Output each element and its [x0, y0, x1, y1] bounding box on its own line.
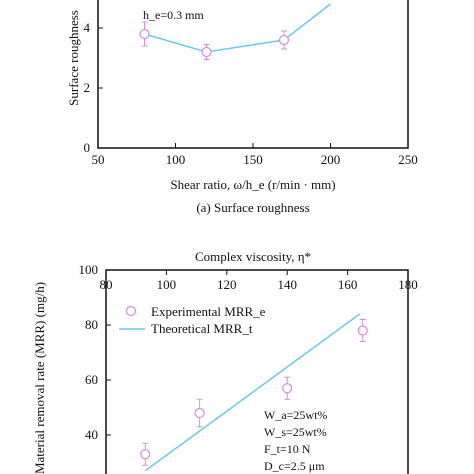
- chart-top-caption: (a) Surface roughness: [196, 200, 309, 215]
- data-point: [278, 34, 290, 46]
- y-tick-label: 2: [84, 80, 91, 95]
- chart-top-plot-area: [139, 3, 331, 60]
- chart-bottom-annotations: W_a=25wt% W_s=25wt% F_t=10 N D_c=2.5 μm: [264, 408, 327, 473]
- y-tick-label: 0: [84, 140, 91, 155]
- chart-bottom-y-ticks: 20406080100: [79, 262, 111, 442]
- legend-label-experimental: Experimental MRR_e: [151, 304, 266, 319]
- chart-bottom-y-axis-label: Material removal rate (MRR) (mg/h): [32, 282, 47, 474]
- data-point: [357, 325, 368, 336]
- x-tick-label: 140: [277, 277, 297, 292]
- chart-bottom-x-ticks: 80 100 120 140 160 180: [100, 270, 418, 292]
- x-tick-label: 100: [157, 277, 177, 292]
- chart-top-x-ticks: 50 100 150 200 250: [92, 143, 418, 167]
- chart-bottom-plot-area: [140, 313, 368, 472]
- theoretical-line: [144, 313, 361, 472]
- x-tick-label: 150: [243, 152, 263, 167]
- annotation-wa: W_a=25wt%: [264, 408, 327, 422]
- annotation-ws: W_s=25wt%: [264, 425, 327, 439]
- chart-top-y-ticks: 0 2 4: [84, 20, 103, 155]
- chart-bottom-frame: [105, 269, 409, 474]
- data-point: [282, 383, 293, 394]
- chart-bottom-legend: Experimental MRR_e Theoretical MRR_t: [119, 304, 266, 336]
- chart-bottom: Complex viscosity, η* 20406080100 801001…: [32, 249, 418, 474]
- y-tick-label: 60: [85, 372, 98, 387]
- chart-top-annotation-he: h_e=0.3 mm: [143, 8, 204, 22]
- chart-bottom-title: Complex viscosity, η*: [195, 249, 311, 264]
- x-tick-label: 50: [92, 152, 105, 167]
- x-tick-label: 160: [338, 277, 358, 292]
- annotation-dc: D_c=2.5 μm: [264, 459, 325, 473]
- chart-top-x-axis-label: Shear ratio, ω/h_e (r/min · mm): [170, 177, 335, 192]
- legend-marker-experimental: [125, 305, 137, 317]
- x-tick-label: 100: [166, 152, 186, 167]
- y-tick-label: 4: [84, 20, 91, 35]
- data-point: [201, 46, 212, 58]
- x-tick-label: 200: [321, 152, 341, 167]
- x-tick-label: 80: [100, 277, 113, 292]
- series-line: [144, 3, 331, 53]
- x-tick-label: 250: [398, 152, 418, 167]
- y-tick-label: 100: [79, 262, 99, 277]
- annotation-ft: F_t=10 N: [264, 442, 311, 456]
- chart-top: 0 2 4 50 100 150 200 250 h_e=0.3 mm Surface ro…: [66, 0, 418, 215]
- data-point: [139, 28, 150, 40]
- data-point: [140, 449, 151, 460]
- y-tick-label: 80: [85, 317, 98, 332]
- data-point: [194, 407, 205, 419]
- x-tick-label: 120: [217, 277, 237, 292]
- chart-top-y-axis-label: Surface roughness: [66, 10, 81, 106]
- legend-label-theoretical: Theoretical MRR_t: [151, 321, 253, 336]
- y-tick-label: 40: [85, 427, 98, 442]
- x-tick-label: 180: [398, 277, 418, 292]
